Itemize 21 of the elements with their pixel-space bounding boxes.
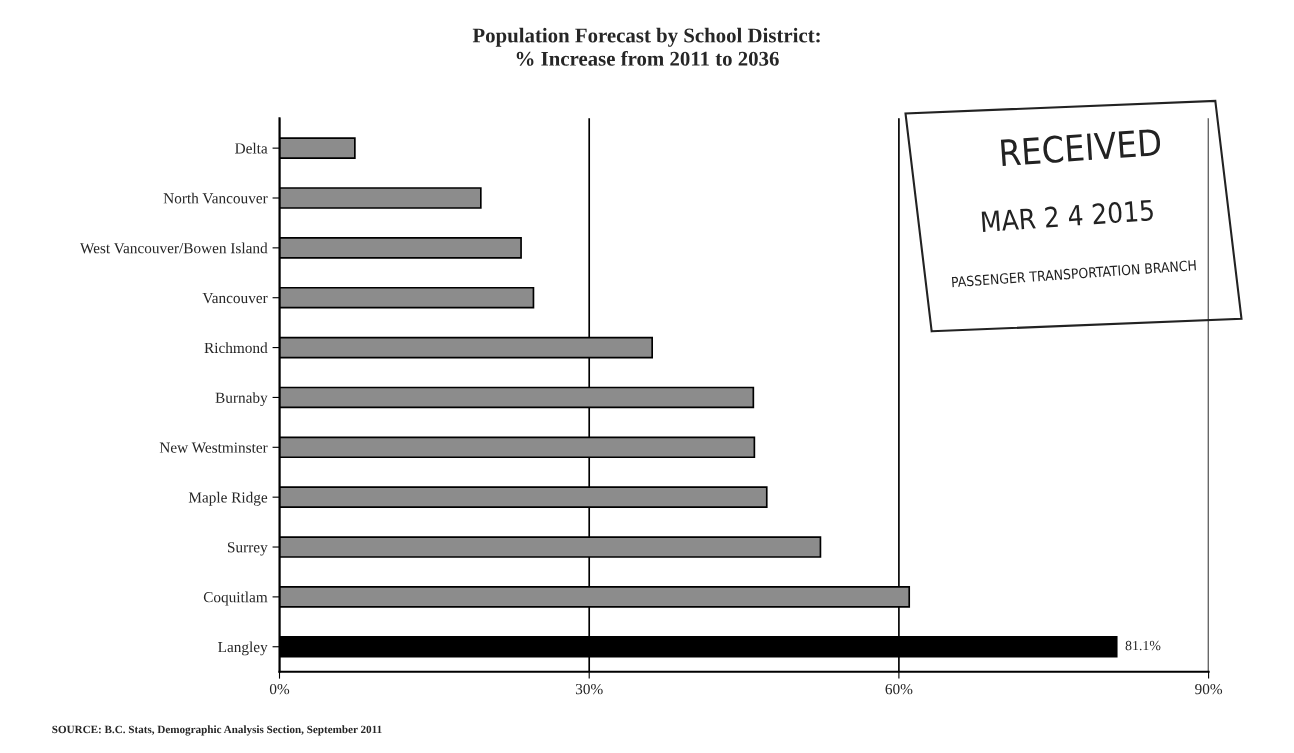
y-tick-label: Vancouver: [202, 293, 268, 304]
y-tick-label: Langley: [218, 641, 268, 656]
y-tick-label: Coquitlam: [203, 591, 268, 606]
x-tick-label: 60%: [885, 683, 913, 695]
y-tick-label: Burnaby: [215, 392, 268, 407]
y-tick-label: Maple Ridge: [188, 491, 268, 506]
annotation: PASSENGER TRANSPORTATION BRANCH: [951, 259, 1196, 288]
y-tick-label: Surrey: [227, 542, 268, 556]
x-tick-label: 0%: [269, 683, 290, 695]
y-tick-label: New Westminster: [159, 442, 268, 453]
y-tick-label: North Vancouver: [163, 192, 268, 204]
x-tick-label: 90%: [1195, 683, 1223, 695]
annotation: MAR 2 4 2015: [981, 199, 1154, 233]
x-tick-label: 30%: [575, 683, 603, 695]
y-tick-label: Richmond: [204, 342, 268, 354]
y-tick-label: West Vancouver/Bowen Island: [79, 242, 268, 254]
y-tick-label: Delta: [235, 142, 268, 154]
data-label: 81.1%: [1125, 640, 1161, 651]
source-note: SOURCE: B.C. Stats, Demographic Analysis Section, September 2011: [52, 725, 382, 736]
chart-title: Population Forecast by School District: % Increase from 2011 to 2036: [472, 27, 820, 66]
annotation: RECEIVED: [1000, 128, 1161, 167]
